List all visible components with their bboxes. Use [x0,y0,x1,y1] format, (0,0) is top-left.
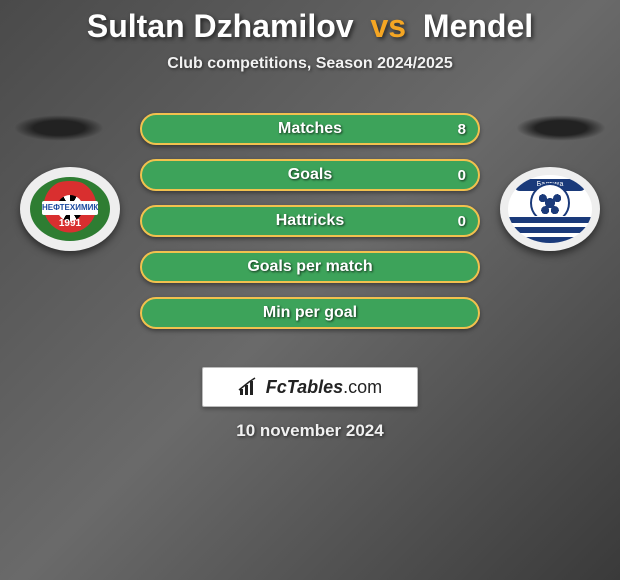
date-line: 10 november 2024 [0,421,620,441]
stat-label: Hattricks [276,212,344,230]
stat-value-right: 0 [458,167,466,184]
stat-row: Matches 8 [140,113,480,145]
stat-row: Min per goal [140,297,480,329]
crest-right-shield: Балтика [508,175,592,243]
subtitle: Club competitions, Season 2024/2025 [0,55,620,73]
shadow-right [516,115,606,141]
club-crest-left: НЕФТЕХИМИК 1991 [20,167,120,251]
crest-left-year: 1991 [34,218,106,229]
shadow-left [14,115,104,141]
crest-left-shield: НЕФТЕХИМИК 1991 [30,177,110,241]
page-title: Sultan Dzhamilov vs Mendel [0,0,620,45]
stat-value-right: 8 [458,121,466,138]
club-crest-right: Балтика [500,167,600,251]
stat-label: Goals per match [247,258,372,276]
branding-badge[interactable]: FcTables.com [202,367,418,407]
stat-label: Matches [278,120,342,138]
brand-suffix: .com [343,377,382,397]
stat-label: Goals [288,166,332,184]
stat-value-right: 0 [458,213,466,230]
stat-rows: Matches 8 Goals 0 Hattricks 0 Goals per match M… [140,113,480,343]
player2-name: Mendel [423,8,533,44]
comparison-arena: НЕФТЕХИМИК 1991 Балтика Matches8Goals0Ha… [0,97,620,357]
bar-chart-icon [238,377,260,397]
stat-label: Min per goal [263,304,357,322]
stat-row: Goals 0 [140,159,480,191]
vs-separator: vs [370,8,406,44]
player1-name: Sultan Dzhamilov [87,8,354,44]
brand-name: FcTables [266,377,343,397]
waves-icon [508,216,592,243]
stat-row: Goals per match [140,251,480,283]
crest-left-banner: НЕФТЕХИМИК [42,201,98,215]
brand-text: FcTables.com [266,377,382,398]
stat-row: Hattricks 0 [140,205,480,237]
